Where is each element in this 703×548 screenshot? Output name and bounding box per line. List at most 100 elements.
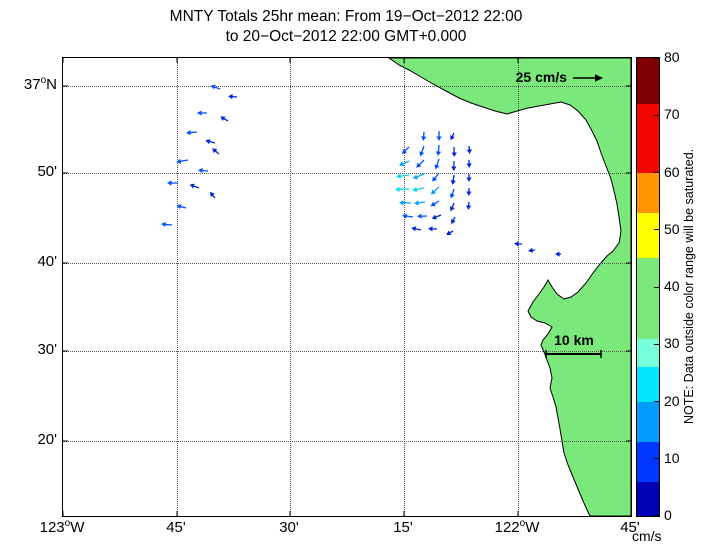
colorbar-segment — [637, 367, 659, 402]
velocity-scale-label: 25 cm/s — [515, 69, 567, 85]
current-vector-arrow — [416, 159, 425, 168]
x-tick-label: 123oW — [39, 518, 85, 537]
colorbar-segment — [637, 58, 659, 104]
current-vector-arrow — [399, 160, 410, 167]
current-vector-arrow — [161, 221, 173, 228]
current-vector-overlay — [63, 58, 631, 516]
current-vector-arrow — [451, 146, 457, 157]
current-vector-arrow — [466, 187, 472, 196]
colorbar-tick-labels: 0 10 20 30 40 50 60 70 80 — [664, 49, 694, 523]
current-vector-arrow — [449, 188, 455, 199]
colorbar-tick-mark — [654, 229, 659, 231]
colorbar-tick-label: 30 — [664, 335, 680, 352]
x-tick-label: 30' — [279, 519, 299, 536]
x-tick-label: 122oW — [494, 518, 540, 537]
colorbar-tick-label: 10 — [664, 449, 680, 466]
coastline-land-shape — [388, 58, 631, 516]
colorbar-segment — [637, 441, 659, 482]
y-tick-label: 50' — [37, 163, 57, 180]
y-axis-tick-labels: 37oN 50' 40' 30' 20' — [0, 0, 57, 548]
current-vector-arrow — [411, 226, 422, 232]
colorbar-tick-mark — [654, 515, 659, 516]
figure-title-line1: MNTY Totals 25hr mean: From 19−Oct−2012 … — [169, 8, 523, 25]
colorbar — [636, 57, 660, 517]
current-vector-arrow — [176, 158, 189, 164]
colorbar-saturation-note: NOTE: Data outside color range will be s… — [682, 148, 696, 424]
current-vector-arrow — [419, 145, 425, 157]
y-tick-label: 40' — [37, 253, 57, 270]
current-vector-arrow — [451, 216, 456, 225]
current-vector-arrow — [205, 139, 216, 145]
current-vector-arrow — [417, 213, 428, 219]
current-vector-arrow — [435, 144, 442, 156]
colorbar-tick-mark — [654, 458, 659, 460]
current-vector-arrow — [450, 132, 455, 141]
colorbar-tick-mark — [654, 172, 659, 173]
map-plot-area: 25 cm/s 10 km — [62, 57, 632, 517]
x-tick-label: 45' — [620, 519, 640, 536]
current-vector-arrow — [446, 230, 454, 236]
current-vector-arrow — [212, 148, 220, 155]
colorbar-tick-mark — [654, 58, 659, 59]
colorbar-tick-mark — [654, 286, 659, 288]
x-tick-label: 45' — [166, 519, 186, 536]
current-vector-arrow — [466, 201, 472, 210]
colorbar-tick-label: 20 — [664, 392, 680, 409]
current-vector-arrow — [401, 146, 410, 155]
velocity-scale-arrowhead — [595, 74, 603, 82]
current-vector-arrow — [555, 251, 562, 257]
y-tick-label: 30' — [37, 341, 57, 358]
figure-title-line2: to 20−Oct−2012 22:00 GMT+0.000 — [225, 28, 467, 45]
colorbar-segment — [637, 401, 659, 442]
land-polygon — [388, 58, 631, 516]
current-vector-arrow — [412, 187, 425, 193]
current-vector-arrow — [402, 213, 414, 219]
colorbar-tick-label: 70 — [664, 106, 680, 123]
colorbar-tick-label: 50 — [664, 220, 680, 237]
current-vector-arrow — [186, 129, 198, 136]
current-vector-arrow — [198, 167, 209, 174]
current-vector-arrow — [176, 204, 187, 210]
current-vector-arrow — [414, 200, 426, 206]
current-vector-arrow — [436, 131, 442, 141]
current-vector-arrow — [209, 191, 216, 199]
current-vector-arrow — [451, 160, 457, 171]
current-vector-arrow — [396, 173, 410, 179]
current-vector-arrow — [395, 186, 410, 192]
grid-line-vertical — [177, 58, 178, 516]
y-tick-label: 37oN — [23, 75, 57, 94]
grid-line-horizontal — [63, 441, 631, 442]
current-vector-arrow — [434, 158, 440, 170]
colorbar-segment — [637, 481, 659, 516]
colorbar-tick-label: 80 — [664, 49, 680, 65]
figure-title: MNTY Totals 25hr mean: From 19−Oct−2012 … — [40, 7, 652, 47]
current-vector-arrow — [412, 173, 425, 180]
current-vector-arrow — [399, 200, 412, 206]
grid-line-horizontal — [63, 351, 631, 352]
x-axis-tick-labels: 123oW 45' 30' 15' 122oW 45' — [0, 519, 703, 541]
grid-line-horizontal — [63, 86, 631, 87]
grid-line-vertical — [404, 58, 405, 516]
colorbar-segment — [637, 172, 659, 213]
grid-line-vertical — [518, 58, 519, 516]
colorbar-segment — [637, 212, 659, 259]
grid-line-horizontal — [63, 263, 631, 264]
current-vector-arrow — [430, 200, 440, 207]
current-vector-arrow — [167, 180, 178, 186]
current-vector-arrow — [428, 226, 438, 232]
current-vector-arrow — [210, 84, 221, 90]
colorbar-segment — [637, 103, 659, 173]
grid-line-vertical — [290, 58, 291, 516]
current-vector-arrow — [528, 247, 536, 253]
current-vector-arrow — [228, 94, 238, 100]
current-vector-arrow — [431, 214, 442, 220]
current-vector-arrow — [430, 186, 440, 195]
current-vector-arrow — [421, 131, 427, 141]
current-vector-arrow — [220, 116, 229, 122]
current-vector-arrow — [189, 183, 200, 189]
distance-scale-label: 10 km — [554, 332, 594, 348]
current-vector-arrow — [514, 241, 523, 247]
current-vector-arrow — [466, 145, 472, 154]
grid-line-horizontal — [63, 173, 631, 174]
